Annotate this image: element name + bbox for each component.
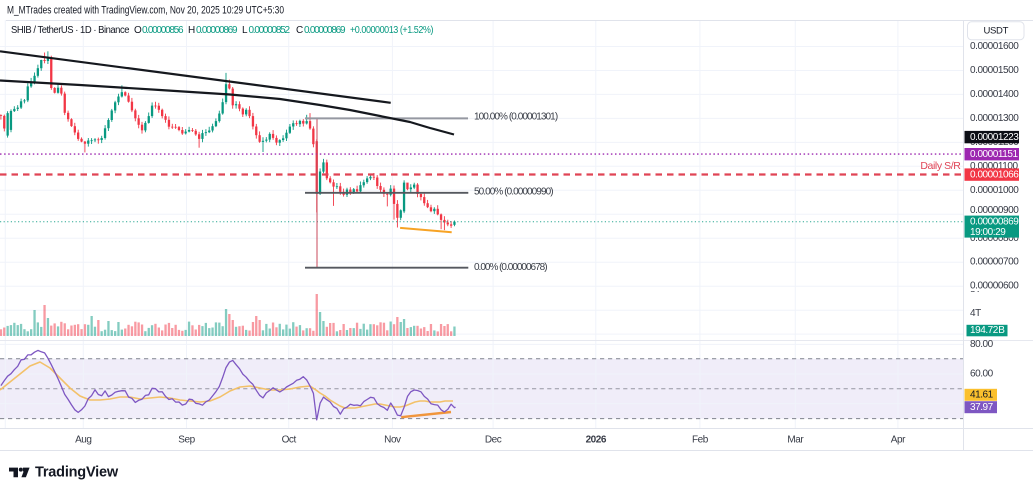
svg-text:100.00% (0.00001301): 100.00% (0.00001301) bbox=[474, 112, 558, 123]
svg-text:50.00% (0.00000990): 50.00% (0.00000990) bbox=[474, 187, 553, 198]
svg-text:41.61: 41.61 bbox=[970, 390, 994, 401]
svg-text:Nov: Nov bbox=[384, 435, 401, 446]
svg-text:+0.00000013 (+1.52%): +0.00000013 (+1.52%) bbox=[350, 25, 433, 36]
svg-text:H: H bbox=[188, 25, 195, 36]
svg-text:4T: 4T bbox=[970, 308, 981, 319]
svg-text:C: C bbox=[296, 25, 303, 36]
svg-text:M_MTrades created with Trading: M_MTrades created with TradingView.com, … bbox=[7, 5, 284, 17]
svg-text:0.00000700: 0.00000700 bbox=[970, 257, 1019, 268]
svg-text:0.00001066: 0.00001066 bbox=[970, 169, 1019, 180]
svg-text:80.00: 80.00 bbox=[970, 339, 994, 350]
svg-text:Feb: Feb bbox=[692, 435, 709, 446]
svg-text:0.00000900: 0.00000900 bbox=[970, 205, 1019, 216]
svg-text:0.00000852: 0.00000852 bbox=[249, 25, 291, 36]
svg-text:0.00000600: 0.00000600 bbox=[970, 281, 1019, 292]
svg-text:0.00001151: 0.00001151 bbox=[970, 149, 1018, 160]
svg-text:19:00:29: 19:00:29 bbox=[970, 227, 1006, 238]
svg-text:Daily S/R: Daily S/R bbox=[920, 160, 961, 172]
svg-text:60.00: 60.00 bbox=[970, 369, 994, 380]
svg-text:0.00000869: 0.00000869 bbox=[970, 217, 1019, 228]
svg-text:0.00000856: 0.00000856 bbox=[142, 25, 184, 36]
svg-text:Dec: Dec bbox=[485, 435, 502, 446]
svg-text:0.00001000: 0.00001000 bbox=[970, 185, 1019, 196]
svg-text:0.00001300: 0.00001300 bbox=[970, 113, 1019, 124]
svg-text:Sep: Sep bbox=[178, 435, 195, 446]
svg-text:L: L bbox=[242, 25, 248, 36]
svg-text:0.00001400: 0.00001400 bbox=[970, 89, 1019, 100]
svg-text:SHIB / TetherUS · 1D · Binance: SHIB / TetherUS · 1D · Binance bbox=[11, 25, 130, 36]
svg-text:TradingView: TradingView bbox=[35, 464, 119, 480]
svg-text:194.72 B: 194.72 B bbox=[970, 325, 1005, 336]
svg-text:0.00001100: 0.00001100 bbox=[970, 161, 1018, 172]
svg-text:USDT: USDT bbox=[983, 26, 1008, 37]
svg-text:37.97: 37.97 bbox=[970, 402, 994, 413]
svg-text:O: O bbox=[134, 25, 142, 36]
svg-text:0.00% (0.00000678): 0.00% (0.00000678) bbox=[474, 262, 547, 273]
svg-text:0.00000800: 0.00000800 bbox=[970, 233, 1019, 244]
svg-text:0.00001600: 0.00001600 bbox=[970, 41, 1019, 52]
svg-text:0.00000869: 0.00000869 bbox=[196, 25, 238, 36]
svg-text:0.00000869: 0.00000869 bbox=[304, 25, 346, 36]
svg-text:Aug: Aug bbox=[75, 435, 91, 446]
svg-text:Oct: Oct bbox=[282, 435, 297, 446]
svg-text:2026: 2026 bbox=[586, 435, 607, 446]
svg-text:Apr: Apr bbox=[891, 435, 906, 446]
svg-text:Mar: Mar bbox=[787, 435, 804, 446]
svg-text:0.00001500: 0.00001500 bbox=[970, 65, 1019, 76]
svg-text:0.00001223: 0.00001223 bbox=[970, 132, 1019, 143]
